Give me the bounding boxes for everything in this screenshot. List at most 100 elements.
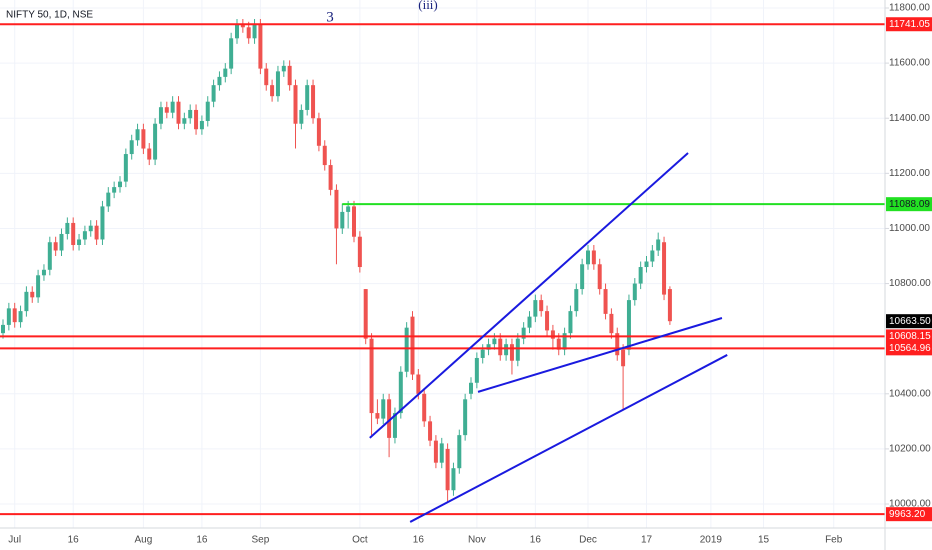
annotation: 3 xyxy=(326,9,334,25)
candle-body xyxy=(135,129,140,141)
candle-body xyxy=(1,324,5,334)
candle-body xyxy=(387,399,392,438)
x-tick-label: Sep xyxy=(252,535,270,546)
candle-body xyxy=(129,140,134,155)
candle-body xyxy=(240,24,245,28)
candle-body xyxy=(147,148,152,160)
level-label: 9963.20 xyxy=(889,509,926,520)
candle-body xyxy=(597,264,602,290)
candle-body xyxy=(24,291,29,312)
candle-body xyxy=(164,107,169,113)
candle-body xyxy=(322,145,327,166)
candle-body xyxy=(65,222,70,234)
candle-body xyxy=(580,264,585,290)
candle-body xyxy=(12,308,17,323)
candle-body xyxy=(59,233,64,251)
candle-body xyxy=(176,101,181,124)
candle-body xyxy=(30,291,35,298)
candle-body xyxy=(182,118,187,124)
x-tick-label: Nov xyxy=(468,535,486,546)
candle-body xyxy=(53,242,58,251)
candle-body xyxy=(410,316,415,375)
level-label: 11088.09 xyxy=(889,199,930,210)
y-tick-label: 11000.00 xyxy=(889,223,930,234)
y-tick-label: 10400.00 xyxy=(889,388,931,399)
x-tick-label: Dec xyxy=(579,535,597,546)
annotation: (iii) xyxy=(418,0,438,12)
candle-body xyxy=(574,289,579,312)
y-tick-label: 11600.00 xyxy=(889,58,930,69)
candle-body xyxy=(644,261,649,268)
candle-body xyxy=(123,154,128,182)
candle-body xyxy=(375,413,380,419)
candle-body xyxy=(451,468,456,491)
candle-body xyxy=(106,192,111,207)
candle-body xyxy=(591,250,596,265)
level-label-box xyxy=(886,507,932,522)
candle-body xyxy=(586,250,590,265)
x-tick-label: 2019 xyxy=(700,535,723,546)
candle-body xyxy=(562,333,567,350)
trendline xyxy=(477,317,723,393)
candle-body xyxy=(199,120,204,130)
candle-body xyxy=(275,71,280,97)
level-label-box xyxy=(886,329,932,344)
trendline xyxy=(409,354,728,523)
candle-body xyxy=(498,338,503,356)
candle-body xyxy=(36,275,41,298)
candle-body xyxy=(521,327,526,339)
candle-body xyxy=(416,374,421,394)
candle-body xyxy=(346,206,351,212)
candle-body xyxy=(357,236,362,268)
candle-body xyxy=(188,109,193,119)
candle-body xyxy=(556,338,561,350)
x-tick-label: 16 xyxy=(196,535,208,546)
candle-body xyxy=(504,344,509,356)
x-tick-label: 16 xyxy=(68,535,80,546)
candle-body xyxy=(474,357,479,383)
candle-body xyxy=(615,333,620,356)
candle-body xyxy=(141,129,146,149)
x-tick-label: 15 xyxy=(758,535,770,546)
candle-body xyxy=(82,231,87,240)
candle-body xyxy=(457,435,462,469)
candle-body xyxy=(480,349,485,358)
candle-body xyxy=(6,308,11,325)
level-label-box xyxy=(886,341,932,356)
candle-body xyxy=(656,239,661,251)
candle-body xyxy=(392,413,397,438)
trendline xyxy=(369,152,689,439)
candle-body xyxy=(428,421,433,441)
level-label-box xyxy=(886,197,932,212)
x-tick-label: Oct xyxy=(352,535,368,546)
x-tick-label: 16 xyxy=(530,535,542,546)
x-tick-label: 16 xyxy=(413,535,425,546)
candle-body xyxy=(316,118,321,146)
candle-body xyxy=(211,85,216,102)
candle-body xyxy=(527,316,532,328)
candle-body xyxy=(667,289,672,322)
candle-body xyxy=(235,24,239,39)
candle-body xyxy=(632,283,637,301)
y-tick-label: 10200.00 xyxy=(889,444,931,455)
level-label: 11741.05 xyxy=(889,19,930,30)
candle-body xyxy=(621,349,626,367)
candle-body xyxy=(270,85,275,97)
candle-body xyxy=(492,338,497,345)
candle-body xyxy=(463,399,468,436)
y-tick-label: 10000.00 xyxy=(889,499,931,510)
candle-body xyxy=(311,85,316,119)
candle-body xyxy=(158,107,163,124)
x-tick-label: Aug xyxy=(135,535,153,546)
candle-body xyxy=(509,344,514,361)
y-tick-label: 11200.00 xyxy=(889,168,930,179)
candle-body xyxy=(381,399,386,419)
x-tick-label: Jul xyxy=(8,535,21,546)
candle-body xyxy=(205,101,210,121)
level-label-box xyxy=(886,314,932,329)
candle-body xyxy=(650,250,655,262)
level-label: 10663.50 xyxy=(889,316,931,327)
candle-body xyxy=(94,225,99,240)
